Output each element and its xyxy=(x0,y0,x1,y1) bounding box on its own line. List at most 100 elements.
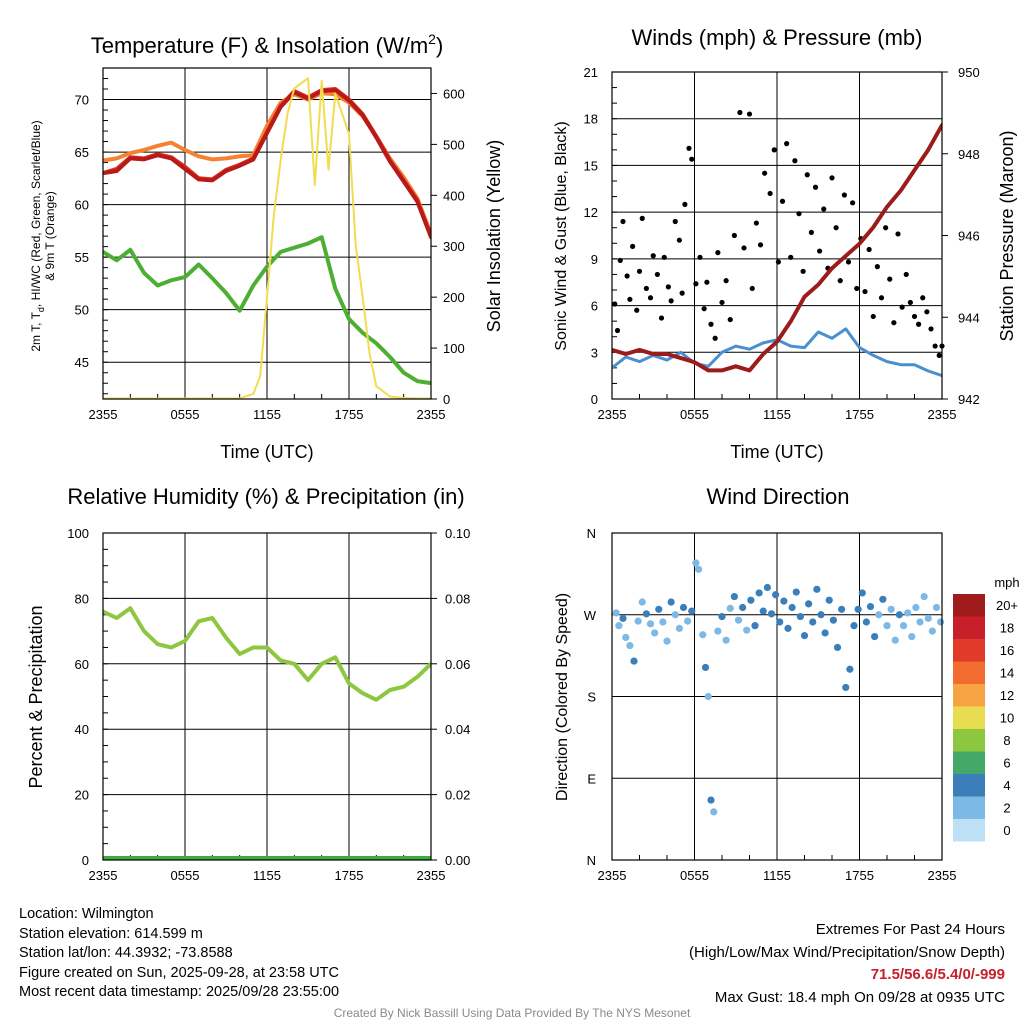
gust-point xyxy=(899,304,905,310)
direction-point xyxy=(784,624,792,632)
direction-point xyxy=(904,609,912,617)
gust-point xyxy=(845,259,852,265)
gust-point xyxy=(741,245,747,251)
gust-point xyxy=(731,232,737,239)
gust-point xyxy=(878,295,885,301)
direction-point xyxy=(734,616,743,624)
x-axis-label: Time (UTC) xyxy=(730,442,823,462)
direction-point xyxy=(710,808,718,816)
y2-tick-label: 0.08 xyxy=(445,591,470,606)
y-tick-label: N xyxy=(587,853,596,868)
gust-point xyxy=(614,327,621,334)
y2-axis-label: Solar Insolation (Yellow) xyxy=(484,140,504,332)
label-text: 2m T, T xyxy=(29,311,43,351)
y-tick-label: 65 xyxy=(75,145,89,160)
direction-point xyxy=(667,598,675,606)
direction-point xyxy=(688,607,696,615)
y-tick-label: 21 xyxy=(584,65,598,80)
direction-point xyxy=(767,610,776,618)
extremes-title: Extremes For Past 24 Hours xyxy=(815,921,1005,938)
direction-point xyxy=(759,607,767,615)
x-tick-label: 1155 xyxy=(763,407,791,422)
legend-swatch xyxy=(953,819,985,842)
y-tick-label: 80 xyxy=(75,591,89,606)
gust-point xyxy=(887,276,893,282)
direction-point xyxy=(780,597,788,605)
y2-tick-label: 500 xyxy=(443,137,465,152)
gust-point xyxy=(817,248,823,254)
legend-swatch xyxy=(953,616,985,639)
gust-point xyxy=(870,313,876,320)
y-tick-label: 60 xyxy=(75,198,89,213)
x-tick-label: 1155 xyxy=(253,868,281,883)
x-tick-label: 2355 xyxy=(89,868,118,883)
y2-tick-label: 200 xyxy=(443,290,465,305)
gust-point xyxy=(788,254,794,260)
y-tick-label: 0 xyxy=(591,392,598,407)
direction-point xyxy=(937,618,945,626)
legend-label: 12 xyxy=(1000,688,1014,703)
y-tick-label: 15 xyxy=(584,158,598,173)
plot-frame xyxy=(611,532,943,861)
direction-point xyxy=(846,665,854,673)
direction-point xyxy=(619,614,627,622)
extremes-legend: (High/Low/Max Wind/Precipitation/Snow De… xyxy=(689,943,1005,961)
legend-swatch xyxy=(953,594,985,617)
gust-point xyxy=(874,264,880,270)
direction-point xyxy=(671,611,679,619)
plot-frame xyxy=(611,71,943,400)
gust-point xyxy=(723,278,729,284)
x-tick-label: 1755 xyxy=(335,407,364,422)
y2-tick-label: 944 xyxy=(958,310,980,325)
credit-line: Created By Nick Bassill Using Data Provi… xyxy=(333,1006,691,1020)
direction-point xyxy=(630,657,638,665)
gust-point xyxy=(749,285,755,292)
gust-point xyxy=(617,257,623,264)
gust-point xyxy=(650,253,656,259)
gust-point xyxy=(647,295,654,301)
y-tick-label: 60 xyxy=(75,657,89,672)
gust-point xyxy=(746,111,753,117)
gust-point xyxy=(704,279,710,285)
gust-point xyxy=(737,109,743,116)
y-tick-label: E xyxy=(587,771,596,786)
direction-point xyxy=(829,616,837,624)
gust-point xyxy=(672,218,678,225)
legend-label: 4 xyxy=(1003,778,1010,793)
gust-point xyxy=(712,335,718,341)
direction-point xyxy=(638,598,646,606)
direction-point xyxy=(751,622,759,630)
direction-point xyxy=(883,622,891,630)
gust-point xyxy=(719,299,725,306)
direction-point xyxy=(655,605,663,613)
y2-tick-label: 942 xyxy=(958,392,980,407)
direction-point xyxy=(800,632,809,640)
direction-point xyxy=(924,614,932,622)
y2-tick-label: 0 xyxy=(443,392,450,407)
gust-point xyxy=(891,320,897,326)
direction-point xyxy=(646,620,655,628)
gust-point xyxy=(634,307,640,313)
direction-point xyxy=(788,603,796,612)
gust-point xyxy=(895,231,901,237)
gust-point xyxy=(775,259,781,265)
direction-point xyxy=(813,585,821,593)
y-axis-label-group: Percent & Precipitation xyxy=(26,605,46,788)
title-text: Temperature (F) & Insolation (W/m xyxy=(91,33,428,58)
direction-point xyxy=(718,612,726,621)
gust-point xyxy=(624,273,630,279)
gust-point xyxy=(676,237,682,243)
gust-point xyxy=(708,321,714,327)
direction-point xyxy=(817,611,825,619)
gust-point xyxy=(907,299,913,306)
direction-point xyxy=(699,631,707,639)
station-info: Location: Wilmington Station elevation: … xyxy=(19,905,339,1003)
gust-point xyxy=(682,201,688,207)
gust-point xyxy=(821,206,827,212)
direction-point xyxy=(739,603,747,612)
legend-label: 14 xyxy=(1000,666,1014,681)
direction-point xyxy=(821,629,829,637)
direction-point xyxy=(755,589,763,597)
x-tick-label: 1155 xyxy=(763,868,791,883)
y-tick-label: 6 xyxy=(591,299,598,314)
